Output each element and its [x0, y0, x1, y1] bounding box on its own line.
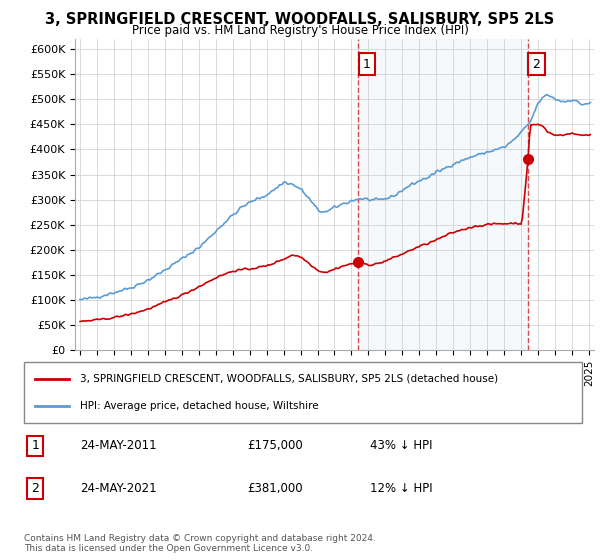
Text: 1: 1	[31, 440, 39, 452]
Text: £381,000: £381,000	[247, 482, 303, 495]
Text: Price paid vs. HM Land Registry's House Price Index (HPI): Price paid vs. HM Land Registry's House …	[131, 24, 469, 36]
FancyBboxPatch shape	[24, 362, 582, 423]
Text: 43% ↓ HPI: 43% ↓ HPI	[370, 440, 433, 452]
Text: £175,000: £175,000	[247, 440, 303, 452]
Text: 12% ↓ HPI: 12% ↓ HPI	[370, 482, 433, 495]
Text: HPI: Average price, detached house, Wiltshire: HPI: Average price, detached house, Wilt…	[80, 402, 319, 412]
Text: 3, SPRINGFIELD CRESCENT, WOODFALLS, SALISBURY, SP5 2LS: 3, SPRINGFIELD CRESCENT, WOODFALLS, SALI…	[46, 12, 554, 27]
Text: 3, SPRINGFIELD CRESCENT, WOODFALLS, SALISBURY, SP5 2LS (detached house): 3, SPRINGFIELD CRESCENT, WOODFALLS, SALI…	[80, 374, 498, 384]
Text: 2: 2	[533, 58, 541, 71]
Text: Contains HM Land Registry data © Crown copyright and database right 2024.
This d: Contains HM Land Registry data © Crown c…	[24, 534, 376, 553]
Text: 1: 1	[363, 58, 371, 71]
Text: 24-MAY-2011: 24-MAY-2011	[80, 440, 157, 452]
Bar	[358, 39, 527, 350]
Text: 24-MAY-2021: 24-MAY-2021	[80, 482, 157, 495]
Text: 2: 2	[31, 482, 39, 495]
